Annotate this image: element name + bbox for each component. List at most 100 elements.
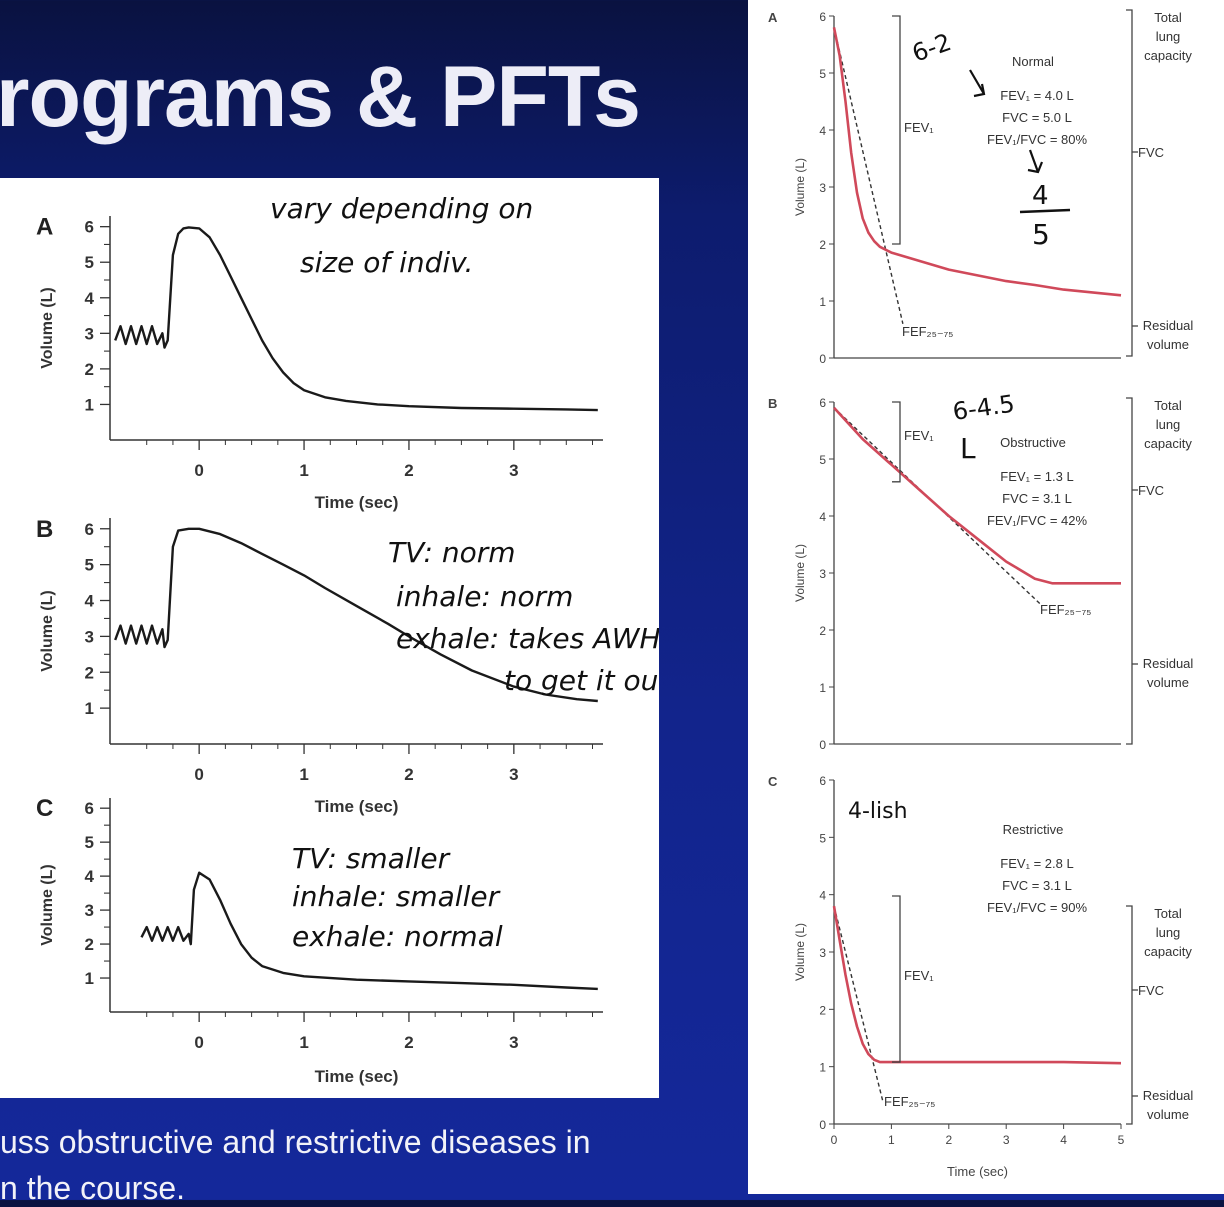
slide-title: rograms & PFTs — [0, 49, 641, 145]
pft-chart-c: C 0 1 2 3 4 5 6 Volume (L) 0 1 2 3 4 5 Time (sec) FEV₁ FE… — [768, 774, 1193, 1179]
y-tick-label: 1 — [85, 395, 94, 414]
y-tick-label: 4 — [85, 867, 95, 886]
x-tick-label: 3 — [509, 1033, 518, 1052]
tlc-label: capacity — [1144, 436, 1192, 451]
fef-dashed-line — [833, 905, 884, 1102]
handwritten-note: 6-2 — [908, 28, 954, 68]
y-tick-label: 4 — [819, 124, 826, 138]
footer-line-1: uss obstructive and restrictive diseases… — [0, 1124, 591, 1160]
handwritten-note: TV: norm — [388, 536, 516, 569]
handwritten-note: 4 — [1032, 181, 1049, 211]
lung-volume-brace — [1126, 905, 1133, 1125]
y-tick-label: 6 — [85, 218, 94, 237]
pft-metric: FEV₁/FVC = 42% — [987, 513, 1088, 528]
y-tick-label: 2 — [819, 238, 826, 252]
fraction-bar — [1019, 208, 1071, 214]
x-tick-label: 1 — [299, 461, 308, 480]
x-tick-label: 2 — [404, 765, 413, 784]
y-tick-label: 4 — [819, 510, 826, 524]
y-tick-label: 5 — [819, 453, 826, 467]
x-tick-label: 0 — [194, 765, 203, 784]
tlc-label: Total — [1154, 10, 1182, 25]
spirogram-b: B 1 2 3 4 5 6 0 1 2 3 Time (sec) Volume (L) — [36, 516, 603, 816]
y-tick-label: 6 — [819, 396, 826, 410]
y-axis-label: Volume (L) — [793, 923, 807, 981]
spirogram-a: A 1 2 3 4 5 6 0 1 2 3 Time (sec) Volume (L) — [36, 214, 603, 512]
x-tick-label: 3 — [509, 461, 518, 480]
tlc-label: capacity — [1144, 944, 1192, 959]
y-tick-label: 3 — [819, 946, 826, 960]
handwritten-note: TV: smaller — [292, 842, 451, 875]
panel-letter: B — [768, 396, 777, 411]
pft-metric: FEV₁ = 2.8 L — [1000, 856, 1073, 871]
y-axis-label: Volume (L) — [39, 864, 56, 945]
x-tick-label: 1 — [888, 1133, 895, 1147]
pft-metric: FVC = 5.0 L — [1002, 110, 1072, 125]
y-tick-label: 3 — [85, 324, 94, 343]
handwritten-arrow — [1027, 149, 1044, 174]
x-axis-label: Time (sec) — [315, 1067, 399, 1086]
y-tick-label: 1 — [85, 969, 94, 988]
handwritten-note: to get it out — [504, 664, 659, 697]
fvc-label: FVC — [1138, 483, 1164, 498]
panel-letter: C — [36, 795, 53, 822]
fef-label: FEF₂₅₋₇₅ — [902, 324, 953, 339]
spirogram-c: C 1 2 3 4 5 6 0 1 2 3 Time (sec) Volume (L) — [36, 795, 603, 1086]
footer-line-2: n the course. — [0, 1170, 185, 1206]
tlc-label: lung — [1156, 925, 1181, 940]
fev1-bracket — [892, 401, 901, 483]
rv-label: Residual — [1143, 1088, 1194, 1103]
y-tick-label: 5 — [819, 67, 826, 81]
pattern-title: Restrictive — [1003, 822, 1064, 837]
handwritten-note: L — [960, 432, 976, 465]
pft-metric: FVC = 3.1 L — [1002, 878, 1072, 893]
y-tick-label: 5 — [819, 831, 826, 845]
rv-label: volume — [1147, 1107, 1189, 1122]
y-tick-label: 3 — [85, 627, 94, 646]
fvc-label: FVC — [1138, 145, 1164, 160]
x-tick-label: 2 — [404, 461, 413, 480]
right-pft-svg: A 0 1 2 3 4 5 6 Volume (L) FEV₁ FEF₂₅₋₇₅ Total lung c… — [768, 9, 1194, 1179]
handwritten-note: 5 — [1032, 218, 1050, 251]
y-tick-label: 4 — [85, 289, 95, 308]
volume-curve — [833, 406, 1121, 585]
y-tick-label: 0 — [819, 352, 826, 366]
fev1-label: FEV₁ — [904, 968, 934, 983]
x-tick-label: 2 — [404, 1033, 413, 1052]
y-tick-label: 1 — [819, 295, 826, 309]
y-tick-label: 2 — [819, 624, 826, 638]
fev1-bracket — [892, 15, 901, 245]
y-axis-label: Volume (L) — [39, 590, 56, 671]
fev1-bracket — [892, 895, 901, 1063]
lung-volume-brace — [1126, 9, 1133, 357]
y-tick-label: 5 — [85, 556, 94, 575]
volume-curve — [114, 226, 598, 412]
rv-label: Residual — [1143, 318, 1194, 333]
volume-curve — [140, 871, 598, 991]
y-tick-label: 6 — [85, 520, 94, 539]
panel-letter: C — [768, 774, 778, 789]
pft-metric: FEV₁ = 4.0 L — [1000, 88, 1073, 103]
pft-metric: FVC = 3.1 L — [1002, 491, 1072, 506]
y-tick-label: 2 — [85, 663, 94, 682]
volume-curve — [832, 905, 1122, 1065]
fev1-label: FEV₁ — [904, 120, 934, 135]
panel-letter: B — [36, 516, 53, 543]
x-axis-label: Time (sec) — [315, 493, 399, 512]
y-tick-label: 1 — [819, 681, 826, 695]
y-axis-label: Volume (L) — [39, 287, 56, 368]
fef-label: FEF₂₅₋₇₅ — [1040, 602, 1091, 617]
y-tick-label: 3 — [819, 181, 826, 195]
x-tick-label: 0 — [194, 1033, 203, 1052]
pft-metric: FEV₁/FVC = 80% — [987, 132, 1088, 147]
volume-curve — [114, 527, 598, 703]
handwritten-note: 6-4.5 — [951, 390, 1016, 426]
tlc-label: lung — [1156, 417, 1181, 432]
fef-label: FEF₂₅₋₇₅ — [884, 1094, 935, 1109]
x-tick-label: 3 — [1003, 1133, 1010, 1147]
rv-label: volume — [1147, 675, 1189, 690]
y-tick-label: 4 — [819, 889, 826, 903]
x-tick-label: 3 — [509, 765, 518, 784]
fev1-label: FEV₁ — [904, 428, 934, 443]
x-tick-label: 0 — [831, 1133, 838, 1147]
